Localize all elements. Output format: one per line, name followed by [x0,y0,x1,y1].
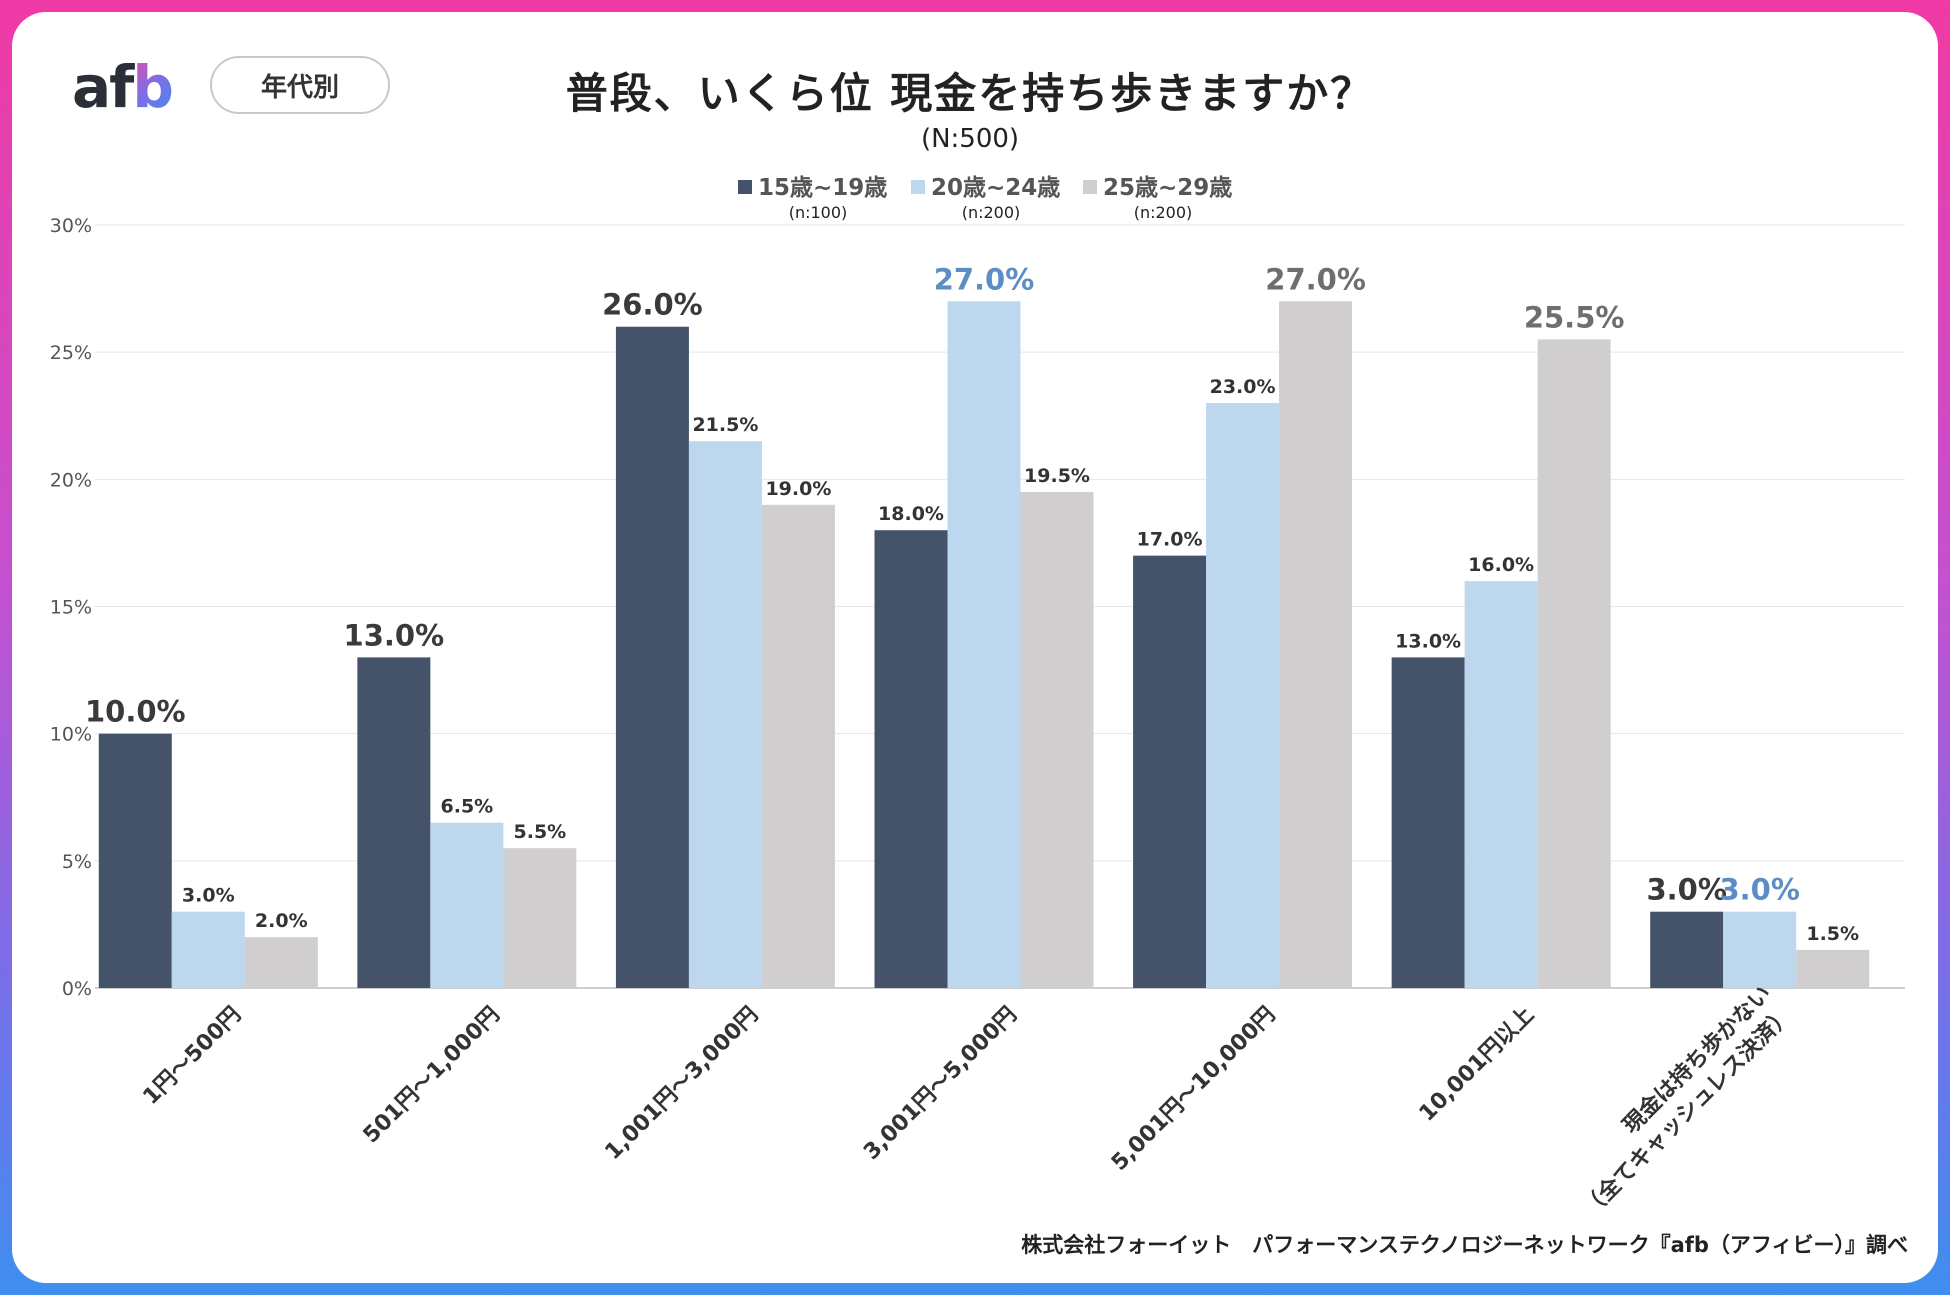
data-label: 16.0% [1468,554,1534,576]
bar [1133,555,1207,988]
bar [244,937,318,988]
data-label: 17.0% [1137,529,1203,551]
data-label: 18.0% [878,503,944,525]
data-label: 1.5% [1806,923,1859,945]
bar [1723,911,1797,988]
legend-swatch [911,180,925,194]
legend-label: 20歳~24歳 [931,175,1060,201]
bar [1020,492,1094,988]
data-label: 25.5% [1524,300,1625,334]
x-tick-label-line: 5,001円～10,000円 [1107,1002,1281,1176]
bar [1650,911,1724,988]
data-label: 26.0% [602,288,703,322]
x-tick-label-line: 501円～1,000円 [359,1002,505,1148]
y-tick-label: 25% [50,342,92,364]
legend-swatch [1083,180,1097,194]
data-label: 21.5% [692,414,758,436]
legend-sample-size: (n:200) [962,203,1021,222]
bar [1391,657,1465,988]
legend-label: 15歳~19歳 [758,175,887,201]
data-label: 23.0% [1210,376,1276,398]
y-tick-label: 20% [50,469,92,491]
chart-subtitle: (N:500) [920,124,1020,154]
x-tick-label: 10,001円以上 [1415,1002,1539,1126]
x-tick-label-line: （全てキャッシュレス決済） [1577,1002,1797,1222]
data-label: 3.0% [1646,873,1726,907]
data-label: 5.5% [514,821,567,843]
data-label: 10.0% [85,695,186,729]
data-label: 2.0% [255,910,308,932]
bar [1464,581,1538,988]
bar [503,848,577,988]
bar [430,822,504,988]
source-footer: 株式会社フォーイット パフォーマンステクノロジーネットワーク『afb（アフィビー… [1021,1233,1908,1257]
x-tick-label: 501円～1,000円 [359,1002,505,1148]
x-tick-label-line: 1円～500円 [139,1002,247,1110]
data-label: 19.5% [1024,465,1090,487]
legend-label: 25歳~29歳 [1103,175,1232,201]
data-label: 19.0% [765,478,831,500]
bar [1279,301,1353,988]
chart-title: 普段、いくら位 現金を持ち歩きますか？ [565,69,1375,118]
y-tick-label: 15% [50,597,92,619]
bar [171,911,245,988]
y-tick-label: 0% [62,978,92,1000]
bar [615,326,689,988]
x-tick-label-line: 3,001円～5,000円 [859,1002,1022,1165]
y-tick-label: 30% [50,215,92,237]
data-label: 13.0% [344,618,445,652]
x-tick-label: 1,001円～3,000円 [601,1002,764,1165]
data-label: 13.0% [1395,630,1461,652]
legend-sample-size: (n:200) [1134,203,1193,222]
bar [1537,339,1611,988]
bar [1796,949,1870,988]
x-tick-label: 5,001円～10,000円 [1107,1002,1281,1176]
y-tick-label: 10% [50,724,92,746]
data-label: 27.0% [1265,262,1366,296]
y-tick-label: 5% [62,851,92,873]
age-group-tag: 年代別 [210,56,390,114]
bar [1206,403,1280,988]
x-tick-label: 3,001円～5,000円 [859,1002,1022,1165]
bar [688,441,762,988]
bar [357,657,431,988]
data-label: 3.0% [1719,873,1799,907]
x-tick-label: 1円～500円 [139,1002,247,1110]
legend-swatch [738,180,752,194]
bar [98,733,172,988]
afb-logo: afb [72,53,174,121]
bar [761,504,835,988]
bar [947,301,1021,988]
x-tick-label-line: 10,001円以上 [1415,1002,1539,1126]
data-label: 6.5% [441,796,494,818]
x-tick-label: 現金は持ち歩かない（全てキャッシュレス決済） [1577,980,1797,1222]
bar [874,530,948,988]
data-label: 27.0% [934,262,1035,296]
x-tick-label-line: 1,001円～3,000円 [601,1002,764,1165]
legend-sample-size: (n:100) [789,203,848,222]
data-label: 3.0% [182,885,235,907]
